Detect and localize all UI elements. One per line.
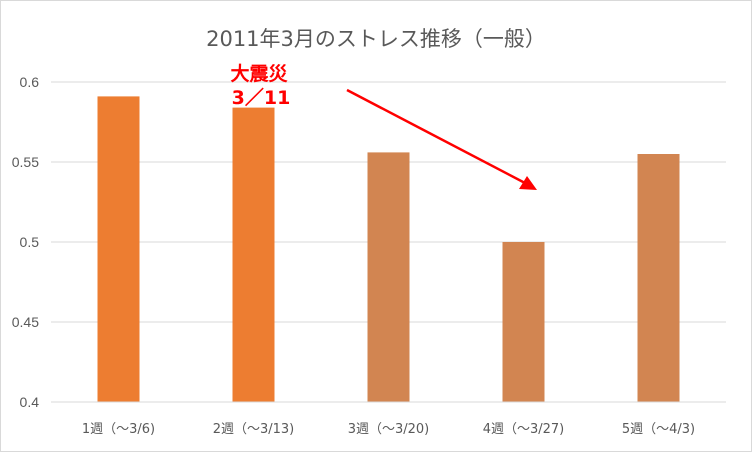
annotation-line1: 大震災 bbox=[230, 62, 288, 85]
x-category-label: 2週（～3/13) bbox=[213, 422, 295, 437]
bar bbox=[637, 154, 680, 402]
y-tick-label: 0.5 bbox=[20, 234, 40, 250]
y-tick-label: 0.6 bbox=[20, 74, 40, 90]
bar bbox=[502, 242, 545, 402]
y-tick-label: 0.45 bbox=[12, 314, 39, 330]
x-axis-labels: 1週（～3/6) 2週（～3/13) 3週（～3/20) 4週（～3/27) 5週（～4… bbox=[82, 422, 695, 437]
annotation: 大震災 3／11 bbox=[230, 62, 537, 190]
x-category-label: 4週（～3/27) bbox=[483, 422, 565, 437]
x-category-label: 5週（～4/3) bbox=[622, 422, 695, 437]
bars bbox=[97, 96, 680, 403]
y-tick-label: 0.55 bbox=[12, 154, 39, 170]
x-category-label: 1週（～3/6) bbox=[82, 422, 155, 437]
chart-title: 2011年3月のストレス推移（一般） bbox=[206, 27, 546, 51]
y-axis-ticks: 0.4 0.45 0.5 0.55 0.6 bbox=[12, 74, 39, 410]
bar bbox=[367, 152, 410, 402]
bar bbox=[232, 107, 275, 402]
annotation-arrow bbox=[346, 88, 526, 185]
annotation-line2: 3／11 bbox=[232, 86, 291, 109]
x-category-label: 3週（～3/20) bbox=[348, 422, 430, 437]
y-tick-label: 0.4 bbox=[20, 394, 40, 410]
bar bbox=[97, 96, 140, 403]
annotation-arrowhead bbox=[519, 176, 537, 190]
